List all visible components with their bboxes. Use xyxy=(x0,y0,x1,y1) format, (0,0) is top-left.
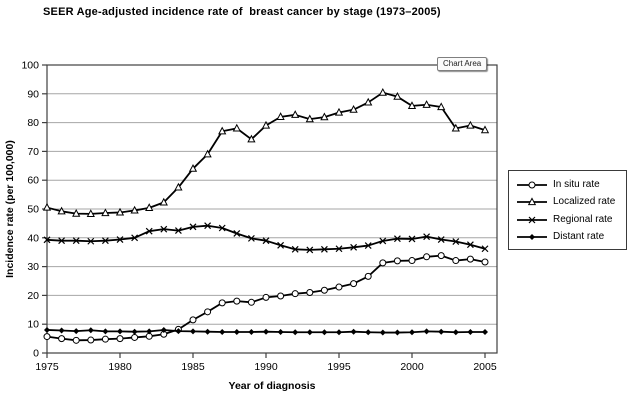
y-tick-label: 30 xyxy=(27,261,39,273)
x-tick-label: 2000 xyxy=(400,361,424,373)
x-tick-label: 1980 xyxy=(108,361,132,373)
y-tick-label: 80 xyxy=(27,117,39,129)
x-icon xyxy=(517,216,547,224)
y-tick-label: 90 xyxy=(27,88,39,100)
y-tick-label: 0 xyxy=(33,348,39,360)
y-tick-label: 10 xyxy=(27,319,39,331)
legend-item: In situ rate xyxy=(516,179,620,191)
x-tick-label: 1975 xyxy=(35,361,59,373)
x-tick-label: 1990 xyxy=(254,361,278,373)
legend: In situ rate Localized rate Regional rate D… xyxy=(508,170,627,250)
legend-label: Regional rate xyxy=(553,213,613,225)
series-distant-rate xyxy=(44,326,488,336)
legend-label: Localized rate xyxy=(553,196,616,208)
x-tick-label: 2005 xyxy=(473,361,497,373)
legend-label: In situ rate xyxy=(553,179,600,190)
y-axis-title: Incidence rate (per 100,000) xyxy=(4,140,16,278)
x-tick-label: 1995 xyxy=(327,361,351,373)
series-in-situ-rate xyxy=(43,252,489,344)
y-tick-label: 60 xyxy=(27,175,39,187)
y-tick-label: 70 xyxy=(27,146,39,158)
y-tick-label: 40 xyxy=(27,232,39,244)
series-regional-rate xyxy=(43,222,489,254)
legend-item: Regional rate xyxy=(516,214,620,226)
circle-open-icon xyxy=(517,181,547,189)
chart-title: SEER Age-adjusted incidence rate of brea… xyxy=(43,6,441,18)
series-localized-rate xyxy=(42,87,490,217)
chart-area-tooltip: Chart Area xyxy=(437,57,488,71)
y-tick-label: 20 xyxy=(27,290,39,302)
y-tick-label: 100 xyxy=(21,60,39,72)
legend-item: Distant rate xyxy=(516,231,620,243)
y-tick-label: 50 xyxy=(27,204,39,216)
diamond-filled-icon xyxy=(517,233,547,240)
x-axis-title: Year of diagnosis xyxy=(229,380,316,392)
x-tick-label: 1985 xyxy=(181,361,205,373)
legend-item: Localized rate xyxy=(516,196,620,208)
legend-label: Distant rate xyxy=(553,230,605,242)
triangle-open-icon xyxy=(517,197,547,206)
